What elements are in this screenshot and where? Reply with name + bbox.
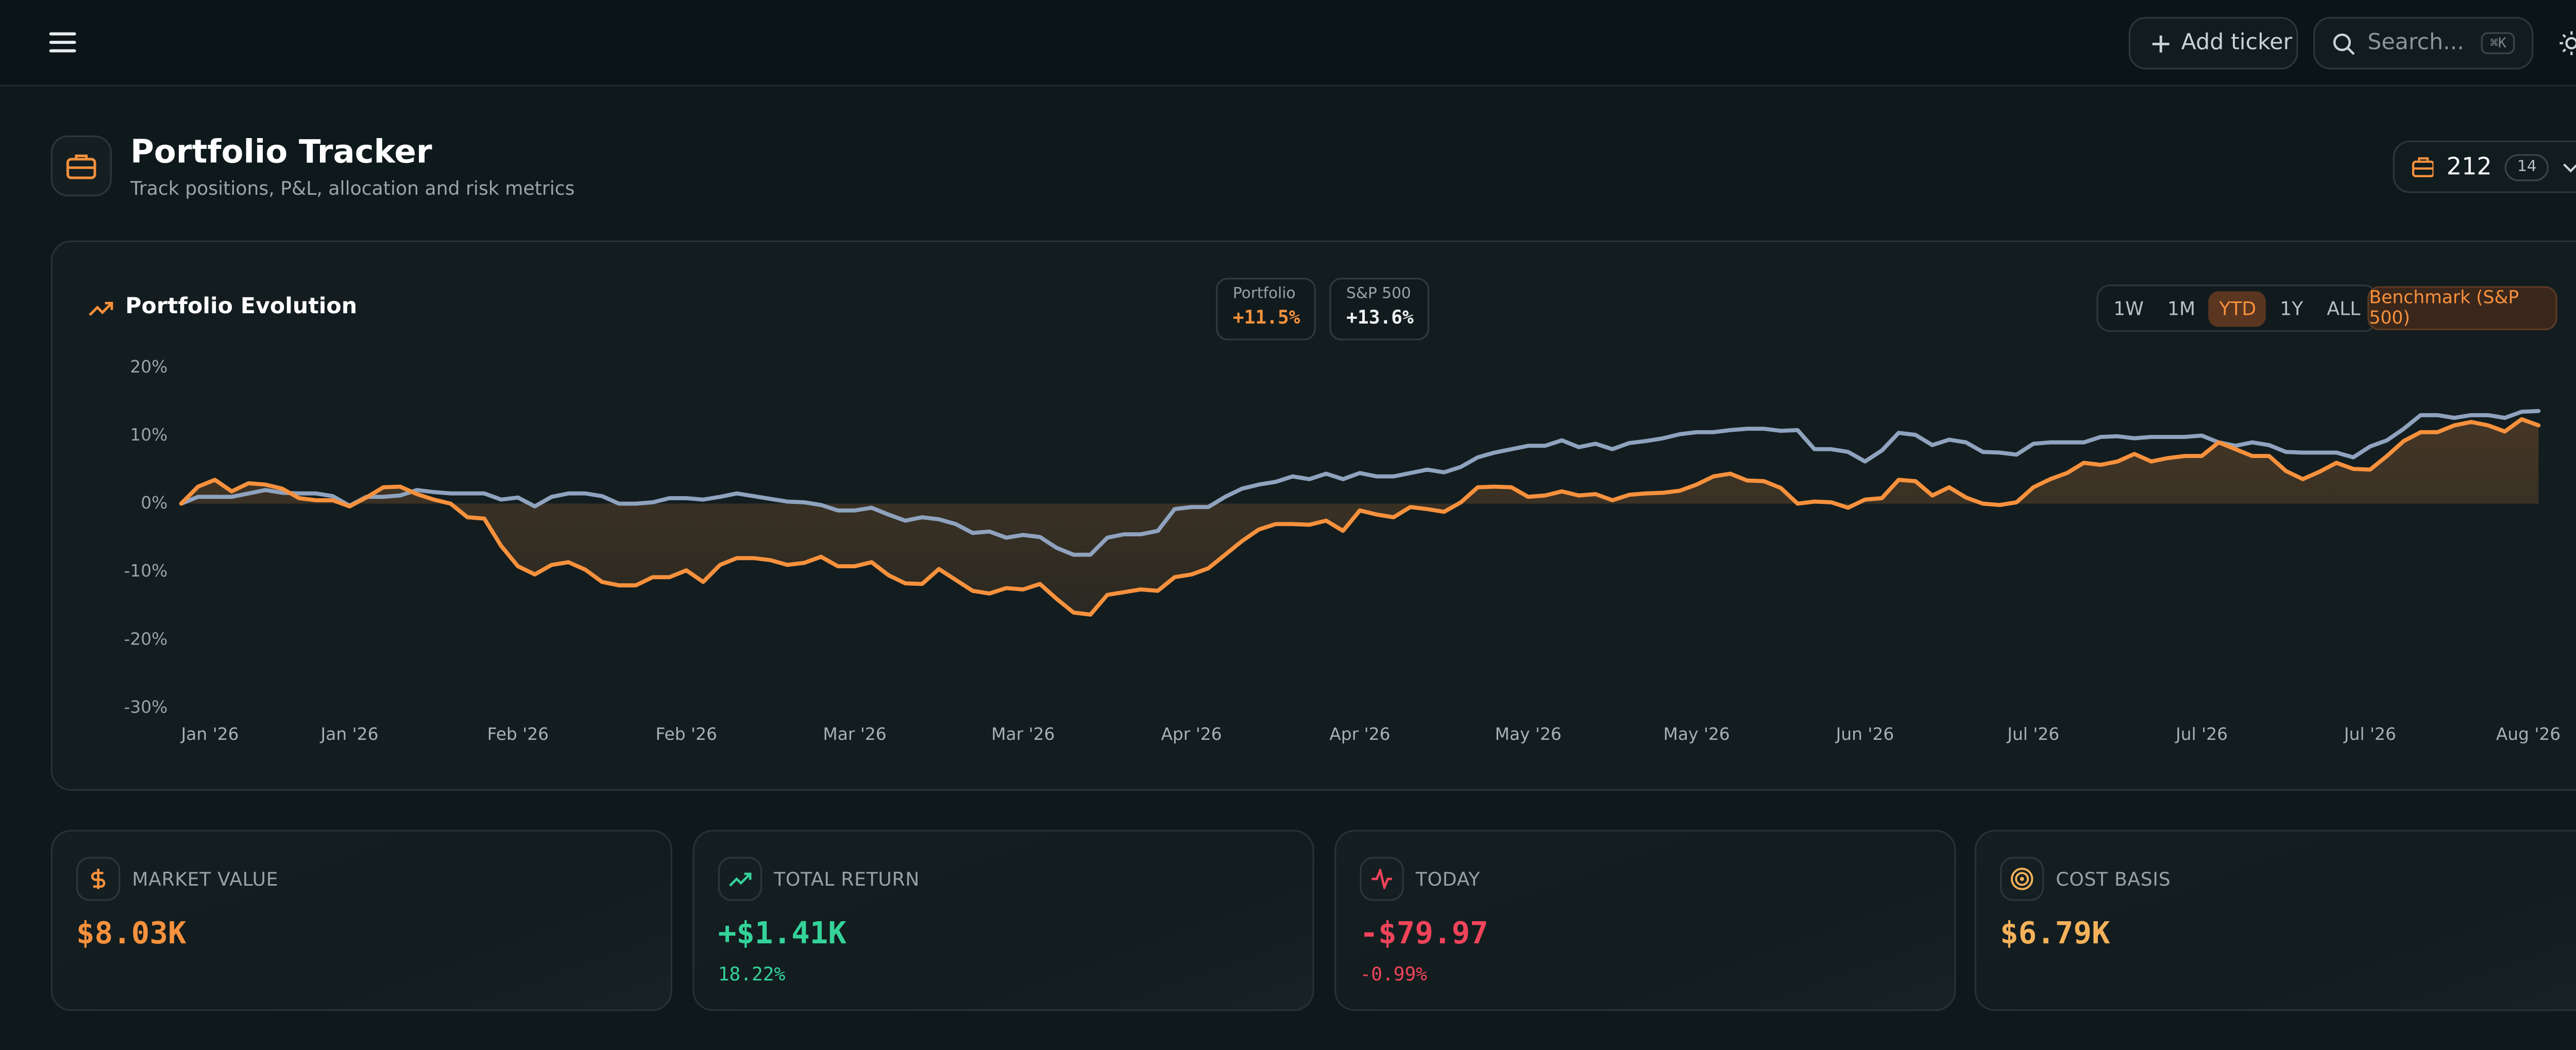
search-icon — [2333, 32, 2355, 55]
badge-value: +11.5% — [1232, 306, 1300, 329]
range-button[interactable]: ALL — [2327, 297, 2361, 319]
add-ticker-label: Add ticker — [2181, 30, 2293, 56]
stat-sub: 18.22% — [718, 963, 786, 986]
page-subtitle: Track positions, P&L, allocation and ris… — [130, 178, 575, 200]
trend-icon — [89, 301, 113, 316]
dollar-icon — [91, 869, 106, 889]
portfolio-selector[interactable]: 212 14 — [2393, 140, 2576, 193]
range-button[interactable]: 1Y — [2280, 297, 2303, 319]
add-ticker-button[interactable]: Add ticker — [2128, 16, 2298, 70]
stat-value: $8.03K — [76, 916, 187, 952]
search-input[interactable]: Search... ⌘K — [2313, 16, 2534, 70]
theme-toggle[interactable] — [2559, 30, 2576, 56]
plus-icon — [2152, 35, 2170, 52]
benchmark-badge: S&P 500 +13.6% — [1329, 278, 1430, 341]
stat-card: TOTAL RETURN +$1.41K 18.22% — [692, 829, 1314, 1011]
target-icon — [2010, 868, 2033, 890]
range-selector: 1W 1M YTD 1Y ALL — [2096, 284, 2378, 332]
header-icon — [50, 135, 112, 197]
menu-button[interactable] — [47, 27, 78, 58]
badge-value: +13.6% — [1346, 306, 1414, 329]
stat-icon — [718, 857, 762, 901]
stat-label: MARKET VALUE — [132, 869, 279, 891]
stat-value: $6.79K — [1999, 916, 2110, 952]
stat-card: COST BASIS $6.79K — [1974, 829, 2576, 1011]
selector-badge: 14 — [2505, 153, 2549, 181]
stat-value: -$79.97 — [1360, 916, 1488, 952]
chevron-icon — [2563, 162, 2576, 172]
range-button[interactable]: 1M — [2167, 297, 2196, 319]
badge-label: Portfolio — [1232, 286, 1296, 303]
stat-label: COST BASIS — [2056, 869, 2171, 891]
page-title: Portfolio Tracker — [130, 133, 432, 171]
selector-value: 212 — [2446, 153, 2492, 181]
range-button[interactable]: YTD — [2209, 290, 2266, 326]
stat-label: TOTAL RETURN — [774, 869, 920, 891]
stat-sub: -0.99% — [1360, 963, 1428, 986]
portfolio-badge: Portfolio +11.5% — [1216, 278, 1316, 341]
stat-card: TODAY -$79.97 -0.99% — [1334, 829, 1956, 1011]
stat-icon — [1999, 857, 2044, 901]
search-shortcut: ⌘K — [2481, 32, 2515, 55]
chart-title: Portfolio Evolution — [125, 294, 358, 320]
stat-icon — [76, 857, 121, 901]
trend-icon — [729, 872, 752, 886]
stat-card: MARKET VALUE $8.03K — [50, 829, 672, 1011]
briefcase-icon — [2412, 157, 2433, 177]
pulse-icon — [1371, 869, 1392, 889]
badge-label: S&P 500 — [1346, 286, 1411, 303]
stat-label: TODAY — [1415, 869, 1480, 891]
stat-icon — [1360, 857, 1404, 901]
stat-value: +$1.41K — [718, 916, 847, 952]
search-placeholder: Search... — [2367, 30, 2464, 56]
range-button[interactable]: 1W — [2113, 297, 2144, 319]
benchmark-toggle[interactable]: Benchmark (S&P 500) — [2367, 286, 2557, 330]
briefcase-icon — [66, 154, 96, 179]
